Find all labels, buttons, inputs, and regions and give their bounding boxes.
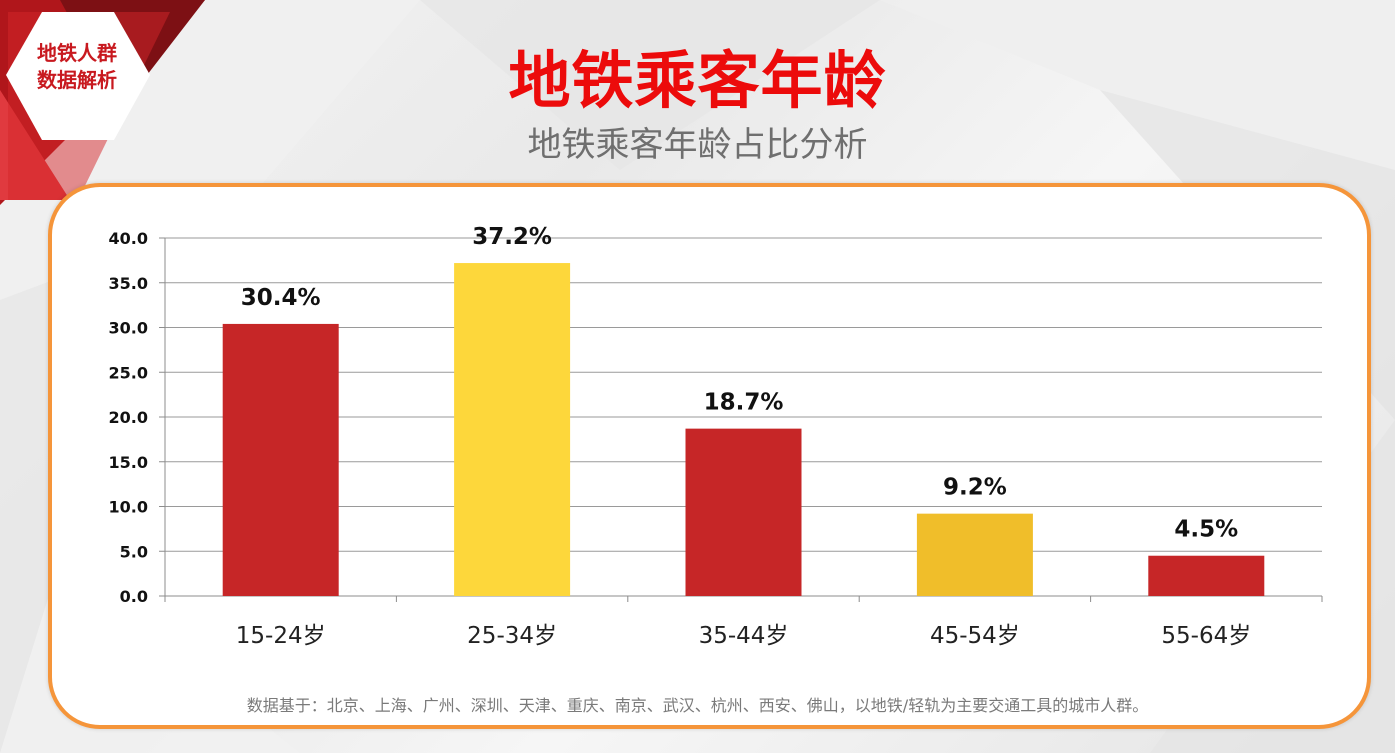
bar-45-54岁 — [916, 513, 1033, 596]
y-tick-label: 15.0 — [109, 453, 148, 472]
y-tick-label: 35.0 — [109, 274, 148, 293]
bar-25-34岁 — [454, 263, 571, 596]
data-label: 30.4% — [241, 285, 321, 311]
y-tick-label: 0.0 — [120, 587, 148, 606]
y-tick-label: 25.0 — [109, 363, 148, 382]
badge-line-2: 数据解析 — [37, 68, 117, 92]
x-tick-label: 15-24岁 — [236, 623, 326, 649]
corner-badge — [0, 0, 205, 205]
bar-15-24岁 — [222, 323, 339, 596]
data-label: 37.2% — [472, 224, 552, 250]
data-label: 9.2% — [943, 475, 1007, 501]
x-tick-label: 35-44岁 — [699, 623, 789, 649]
x-tick-label: 55-64岁 — [1161, 623, 1251, 649]
page-subtitle: 地铁乘客年龄占比分析 — [527, 125, 868, 165]
data-label: 18.7% — [704, 390, 784, 416]
x-tick-label: 45-54岁 — [930, 623, 1020, 649]
y-tick-label: 40.0 — [109, 229, 148, 248]
bar-35-44岁 — [685, 428, 802, 596]
y-tick-label: 20.0 — [109, 408, 148, 427]
x-tick-label: 25-34岁 — [467, 623, 557, 649]
badge-label: 地铁人群 数据解析 — [18, 40, 136, 94]
y-tick-label: 30.0 — [109, 319, 148, 338]
bar-layer — [222, 263, 1265, 596]
footnote: 数据基于：北京、上海、广州、深圳、天津、重庆、南京、武汉、杭州、西安、佛山，以地… — [246, 696, 1149, 715]
y-tick-label: 5.0 — [120, 542, 148, 561]
bar-55-64岁 — [1148, 555, 1265, 596]
page-title: 地铁乘客年龄 — [508, 44, 887, 117]
y-tick-label: 10.0 — [109, 498, 148, 517]
label-layer: 0.0 5.0 10.0 15.0 20.0 25.0 30.0 35.0 40.0 30.4% 1… — [109, 224, 1252, 649]
badge-line-1: 地铁人群 — [37, 41, 117, 65]
data-label: 4.5% — [1174, 517, 1238, 543]
